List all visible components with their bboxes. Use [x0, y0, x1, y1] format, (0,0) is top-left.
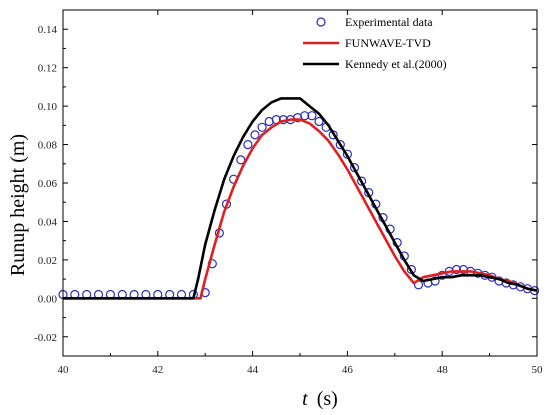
plot-frame — [62, 9, 538, 357]
legend-label-1: FUNWAVE-TVD — [345, 36, 431, 50]
x-tick-label: 48 — [437, 364, 449, 376]
legend-swatch-0 — [316, 17, 326, 27]
axes: 40 42 44 46 48 50 -0.02 0.00 0.02 0.04 0.06 0.08 0.1… — [34, 9, 544, 376]
x-tick-label: 40 — [58, 364, 70, 376]
x-axis-variable: t — [302, 388, 308, 410]
x-axis-title: t (s) — [302, 388, 338, 410]
y-tick-label: 0.14 — [38, 24, 58, 36]
data-point — [300, 111, 310, 121]
x-tick-label: 44 — [247, 364, 259, 376]
y-tick-label: 0.04 — [38, 216, 58, 228]
series-line-1 — [63, 118, 538, 300]
data-point — [314, 116, 324, 127]
y-tick-label: 0.12 — [38, 63, 57, 75]
legend: Experimental data FUNWAVE-TVD Kennedy et a… — [303, 15, 447, 71]
legend-label-0: Experimental data — [345, 15, 433, 29]
y-tick-label: 0.02 — [38, 255, 57, 267]
data-point — [357, 176, 367, 186]
data-point — [236, 155, 246, 165]
x-tick-label: 42 — [152, 364, 163, 376]
y-tick-label: -0.02 — [34, 332, 57, 344]
plot-area — [58, 97, 540, 300]
series-line-2 — [63, 97, 538, 300]
x-tick-label: 46 — [342, 364, 354, 376]
x-tick-label: 50 — [532, 364, 544, 376]
y-tick-label: 0.00 — [38, 293, 58, 305]
data-point — [250, 130, 260, 140]
data-point — [451, 264, 461, 275]
y-tick-label: 0.08 — [38, 140, 58, 152]
data-point — [430, 276, 440, 286]
x-axis-unit: (s) — [317, 388, 338, 410]
data-point — [307, 111, 317, 121]
data-point — [257, 122, 267, 132]
y-tick-label: 0.10 — [38, 101, 58, 113]
y-axis-title: Runup height (m) — [7, 134, 29, 276]
data-point — [243, 140, 253, 150]
data-point — [335, 140, 345, 150]
legend-label-2: Kennedy et al.(2000) — [345, 57, 447, 71]
y-tick-label: 0.06 — [38, 178, 58, 190]
